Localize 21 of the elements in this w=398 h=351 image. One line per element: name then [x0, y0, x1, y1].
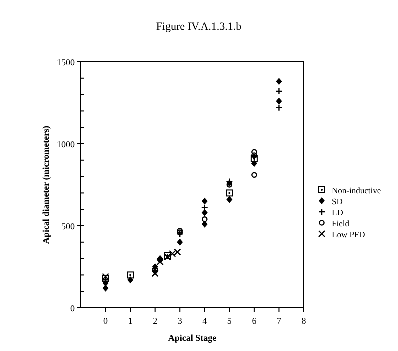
x-tick-label: 6 [252, 316, 258, 326]
x-axis-title: Apical Stage [168, 333, 217, 343]
x-tick-label: 3 [178, 316, 183, 326]
y-tick-label: 1500 [57, 58, 76, 68]
y-axis-title: Apical diameter (micrometers) [41, 126, 51, 244]
y-tick-label: 1000 [57, 140, 76, 150]
y-tick-label: 500 [62, 222, 76, 232]
legend-label: Non-inductive [332, 186, 382, 196]
x-tick-label: 7 [276, 316, 282, 326]
x-tick-label: 5 [227, 316, 232, 326]
x-tick-label: 8 [302, 316, 307, 326]
x-tick-label: 4 [202, 316, 208, 326]
legend-label: LD [332, 208, 344, 218]
x-tick-label: 0 [104, 316, 109, 326]
x-tick-label: 2 [153, 316, 158, 326]
y-tick-label: 0 [70, 304, 76, 314]
legend-label: SD [332, 196, 343, 206]
legend-label: Field [332, 218, 350, 228]
chart-title: Figure IV.A.1.3.1.b [156, 21, 242, 33]
x-tick-label: 1 [128, 316, 133, 326]
legend-label: Low PFD [332, 230, 366, 240]
